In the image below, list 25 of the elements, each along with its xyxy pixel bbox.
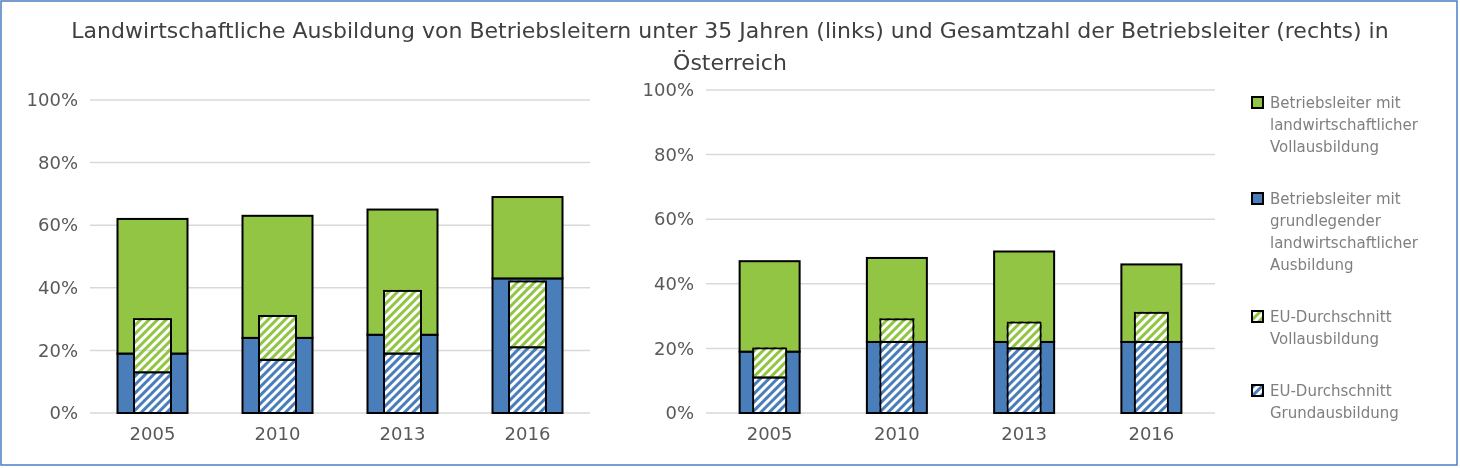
y-tick-label: 100% xyxy=(642,79,694,101)
y-tick-label: 80% xyxy=(37,151,78,173)
legend-label: Betriebsleiter mit landwirtschaftlicher Vollausbildung xyxy=(1270,94,1419,156)
y-tick-label: 40% xyxy=(37,277,78,299)
legend-label: Betriebsleiter mit grundlegender landwirtschaftlicher Ausbildung xyxy=(1270,190,1419,274)
y-tick-label: 60% xyxy=(653,208,694,230)
y-tick-label: 60% xyxy=(37,214,78,236)
y-tick-label: 80% xyxy=(653,143,694,165)
x-tick-label: 2013 xyxy=(379,422,426,444)
x-tick-label: 2016 xyxy=(1128,422,1175,444)
text: EU-Durchschnitt Vollausbildung xyxy=(1270,308,1392,348)
y-tick-label: 20% xyxy=(37,339,78,361)
y-tick-label: 100% xyxy=(26,89,78,111)
x-tick-label: 2005 xyxy=(129,422,176,444)
y-tick-label: 0% xyxy=(49,402,78,424)
x-tick-label: 2013 xyxy=(1001,422,1048,444)
x-tick-label: 2010 xyxy=(873,422,920,444)
text: Landwirtschaftliche Ausbildung von Betriebsleitern unter 35 Jahren (links) und Gesamtzahl der Betriebsleiter (rechts) in Österreich xyxy=(71,18,1389,75)
x-tick-label: 2005 xyxy=(746,422,793,444)
legend-label: EU-Durchschnitt Grundausbildung xyxy=(1270,382,1399,422)
y-tick-label: 40% xyxy=(653,273,694,295)
y-tick-label: 0% xyxy=(665,402,694,424)
x-tick-label: 2010 xyxy=(254,422,301,444)
x-tick-label: 2016 xyxy=(504,422,551,444)
y-tick-label: 20% xyxy=(653,337,694,359)
